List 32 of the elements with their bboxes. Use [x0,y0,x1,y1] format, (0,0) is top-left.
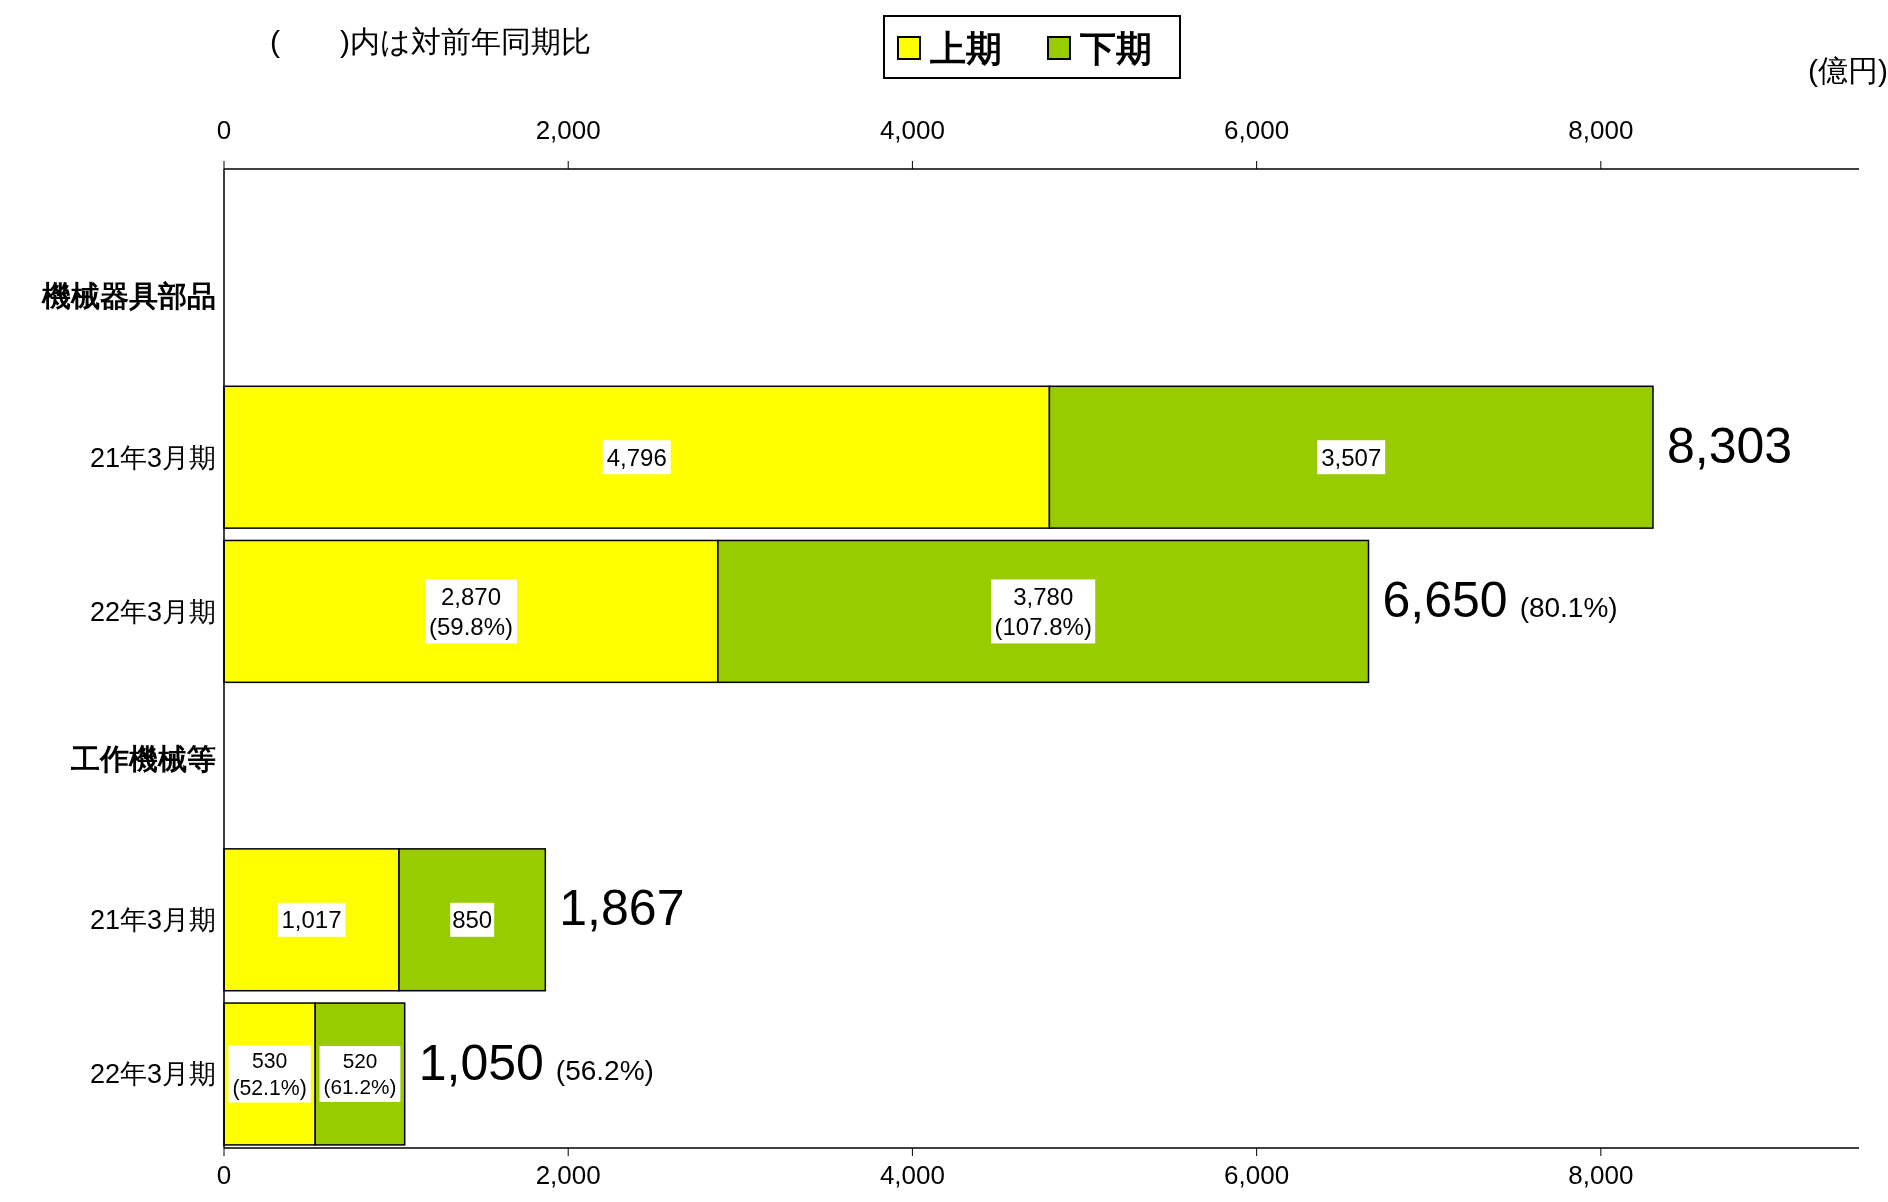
x-tick-label: 0 [216,1160,232,1190]
total-label: 8,303 [1666,417,1793,474]
total-label: 1,867 [559,880,685,937]
legend-label: 下期 [1080,27,1152,69]
data-label: 1,017 [281,906,342,934]
data-label: 530 (52.1%) [232,1049,307,1100]
total-label: 1,050 (56.2%) [418,1034,654,1091]
y-tick-label: 21年3月期 [89,442,216,473]
data-label: 520 (61.2%) [323,1049,397,1099]
text: ( )内は対前年同期比 [270,25,591,58]
y-tick-label: 22年3月期 [89,596,216,627]
data-label: 3,780 (107.8%) [994,582,1092,640]
data-label: 2,870 (59.8%) [428,582,513,640]
y-tick-label: 工作機械等 [70,742,216,775]
y-tick-label: 21年3月期 [89,905,216,936]
x2-tick-label: 6,000 [1224,115,1290,145]
x2-tick-label: 2,000 [535,115,601,145]
data-label: 3,507 [1321,443,1382,471]
x2-tick-label: 4,000 [879,115,945,145]
total-label: 6,650 (80.1%) [1382,572,1618,628]
y-tick-label: 22年3月期 [89,1059,216,1090]
x2-tick-label: 8,000 [1568,115,1634,145]
data-label: 850 [452,906,493,934]
x2-tick-label: 0 [216,115,232,145]
x-tick-label: 4,000 [879,1160,945,1190]
legend-label: 上期 [930,27,1002,69]
text: (億円) [1808,54,1888,87]
data-label: 4,796 [606,443,667,471]
x-tick-label: 2,000 [535,1160,601,1190]
y-tick-label: 機械器具部品 [41,280,216,313]
x-tick-label: 6,000 [1224,1160,1290,1190]
x-tick-label: 8,000 [1568,1160,1634,1190]
